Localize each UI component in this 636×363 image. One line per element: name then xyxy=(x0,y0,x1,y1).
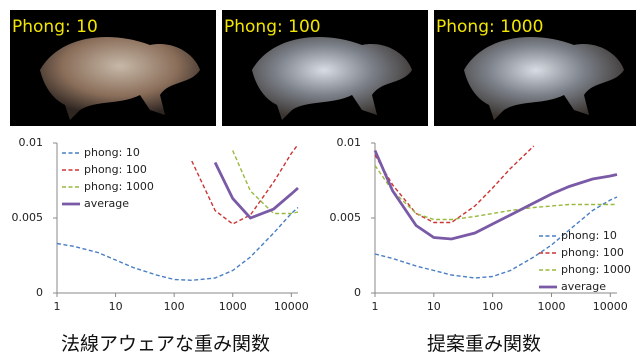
y-tick-label: 0.005 xyxy=(12,211,44,224)
render-3: Phong: 1000 xyxy=(434,10,636,126)
figure: Phong: 10 Phong: 100 Phong: 1000 0 0.005 0… xyxy=(0,0,636,359)
legend-label: phong: 1000 xyxy=(561,263,631,276)
x-tick-label: 100 xyxy=(482,300,503,313)
caption: 法線アウェアな重み関数 xyxy=(61,333,270,355)
x-tick-label: 100 xyxy=(164,300,185,313)
x-tick-label: 1 xyxy=(54,300,61,313)
series-line xyxy=(215,163,298,219)
x-tick-label: 1000 xyxy=(219,300,247,313)
render-2: Phong: 100 xyxy=(222,10,428,126)
series-line xyxy=(233,151,298,214)
legend-label: phong: 100 xyxy=(84,163,147,176)
x-tick-label: 10 xyxy=(109,300,123,313)
y-tick-label: 0.005 xyxy=(330,211,362,224)
legend-label: phong: 1000 xyxy=(84,180,154,193)
image-label: Phong: 1000 xyxy=(436,17,543,37)
x-tick-label: 1 xyxy=(372,300,379,313)
y-tick-label: 0 xyxy=(354,286,361,299)
series-line xyxy=(375,151,617,240)
render-1: Phong: 10 xyxy=(10,10,216,126)
caption: 提案重み関数 xyxy=(427,333,541,355)
legend-label: phong: 100 xyxy=(561,246,624,259)
x-tick-label: 10 xyxy=(427,300,441,313)
image-label: Phong: 100 xyxy=(224,17,321,37)
y-tick-label: 0.01 xyxy=(337,136,362,149)
series-line xyxy=(57,208,298,281)
image-label: Phong: 10 xyxy=(12,17,98,37)
x-tick-label: 10000 xyxy=(593,300,628,313)
legend-label: phong: 10 xyxy=(84,146,140,159)
legend-label: average xyxy=(84,197,129,210)
x-tick-label: 10000 xyxy=(274,300,309,313)
y-tick-label: 0 xyxy=(36,286,43,299)
legend-label: average xyxy=(561,280,606,293)
y-tick-label: 0.01 xyxy=(19,136,44,149)
legend-label: phong: 10 xyxy=(561,229,617,242)
x-tick-label: 1000 xyxy=(537,300,565,313)
series-line xyxy=(375,166,617,220)
